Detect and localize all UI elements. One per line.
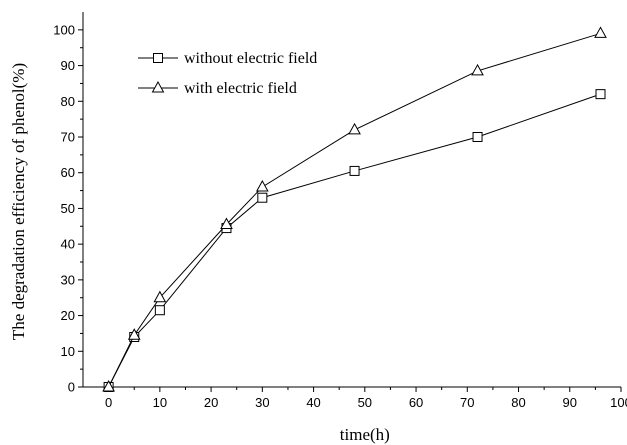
data-point	[127, 328, 141, 340]
x-tick-label: 80	[511, 395, 525, 410]
data-point	[102, 379, 115, 392]
y-tick-label: 20	[61, 308, 75, 323]
y-tick-label: 50	[61, 201, 75, 216]
y-tick-label: 80	[61, 94, 75, 109]
legend-marker	[153, 53, 163, 63]
data-point	[594, 26, 607, 38]
axes: 0 10 20 30 40 50 60 70 80 90 100 0 10 20 30 40 50 60 70 80…	[53, 12, 627, 410]
legend: without electric field with electric fiel…	[138, 50, 317, 97]
y-tick-label: 70	[61, 130, 75, 145]
data-point	[257, 192, 268, 203]
data-point	[349, 165, 360, 176]
data-point	[595, 89, 606, 100]
y-tick-label: 40	[61, 237, 75, 252]
legend-item: without electric field	[138, 50, 317, 67]
y-tick-label: 90	[61, 58, 75, 73]
data-point	[472, 132, 483, 142]
x-axis-title: time(h)	[340, 425, 390, 444]
legend-label: without electric field	[184, 50, 317, 67]
y-tick-label: 10	[61, 344, 75, 359]
x-tick-label: 70	[460, 395, 474, 410]
x-tick-label: 40	[306, 395, 320, 410]
data-point	[220, 217, 233, 229]
data-point	[153, 290, 167, 303]
x-tick-label: 10	[153, 395, 167, 410]
x-ticks: 0 10 20 30 40 50 60 70 80 90 100	[105, 387, 627, 410]
series-line	[108, 32, 601, 388]
x-tick-label: 50	[358, 395, 372, 410]
series-1	[103, 89, 606, 392]
x-tick-label: 30	[255, 395, 269, 410]
series-layer	[102, 26, 607, 392]
y-axis-title: The degradation efficiency of phenol(%)	[9, 63, 28, 340]
series-2	[102, 26, 607, 392]
data-point	[154, 305, 165, 316]
x-tick-label: 0	[105, 395, 112, 410]
x-tick-label: 100	[610, 395, 627, 410]
data-point	[471, 63, 484, 76]
series-line	[108, 93, 601, 388]
legend-label: with electric field	[184, 80, 297, 97]
y-ticks: 0 10 20 30 40 50 60 70 80 90 100	[53, 22, 83, 395]
legend-marker	[151, 80, 165, 93]
legend-item: with electric field	[138, 80, 297, 97]
x-tick-label: 90	[563, 395, 577, 410]
data-point	[255, 179, 269, 192]
data-point	[348, 122, 361, 135]
y-tick-label: 100	[53, 22, 75, 37]
y-tick-label: 30	[61, 272, 75, 287]
y-tick-label: 0	[68, 380, 75, 395]
y-tick-label: 60	[61, 165, 75, 180]
x-tick-label: 60	[409, 395, 423, 410]
x-tick-label: 20	[204, 395, 218, 410]
